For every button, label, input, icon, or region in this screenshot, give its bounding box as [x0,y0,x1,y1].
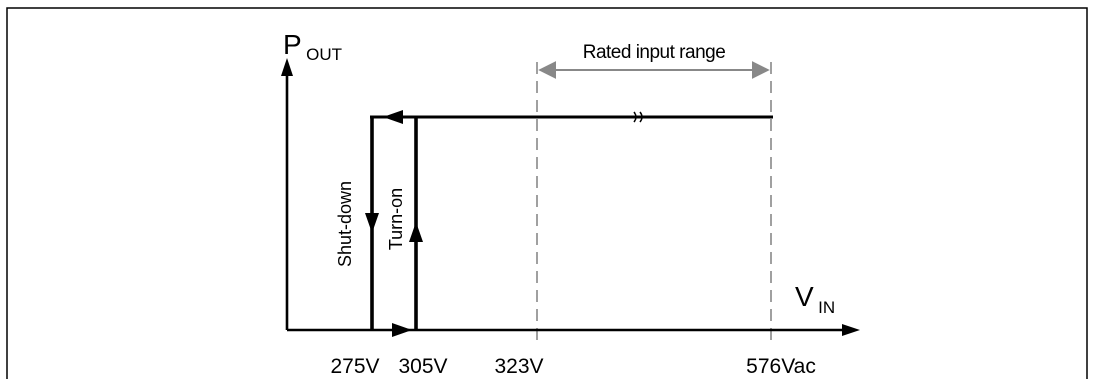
y-axis-label: P OUT [283,29,342,64]
tick-label-275v: 275V [330,355,379,378]
tick-label-323v: 323V [494,355,543,378]
axis-break-mark [633,111,643,123]
turnon-up-arrowhead [409,222,423,242]
rated-range-label: Rated input range [583,42,726,63]
figure-frame [6,7,1088,379]
top-left-arrowhead [383,110,403,124]
x-axis-label-sub: IN [818,298,835,317]
x-axis-label: V IN [795,281,835,317]
x-axis-arrowhead [842,324,860,336]
x-axis-label-main: V [795,281,814,312]
tick-label-576vac: 576Vac [746,355,816,378]
y-axis-label-sub: OUT [306,45,342,64]
shutdown-down-arrowhead [365,213,379,233]
shutdown-label: Shut-down [335,181,355,267]
y-axis-label-main: P [283,29,302,60]
turnon-label: Turn-on [386,188,406,250]
y-axis-arrowhead [281,58,293,76]
bottom-right-arrowhead [392,323,412,337]
tick-label-305v: 305V [398,355,447,378]
